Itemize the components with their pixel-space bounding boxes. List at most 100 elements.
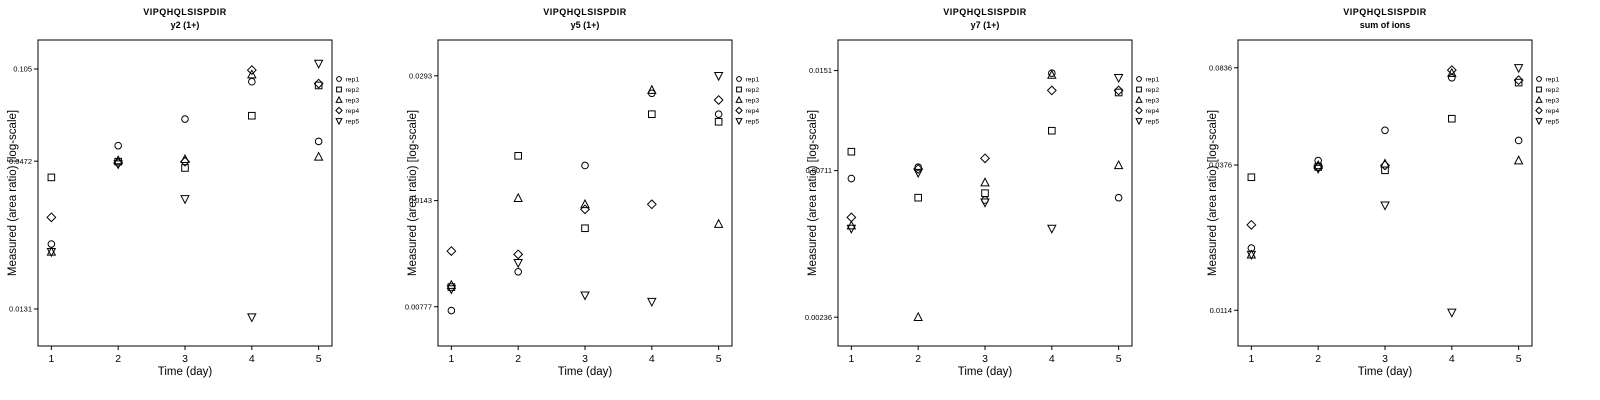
data-point-rep5 xyxy=(1380,201,1390,211)
data-point-rep3 xyxy=(313,151,324,161)
x-tick-label: 2 xyxy=(1315,353,1321,365)
y-tick-label: 0.0114 xyxy=(1210,306,1232,315)
data-point-rep4 xyxy=(46,212,57,223)
x-tick-label: 5 xyxy=(1516,353,1522,365)
data-point-rep3 xyxy=(446,279,457,289)
legend-label: rep4 xyxy=(1546,108,1560,115)
y-tick-label: 0.0293 xyxy=(409,71,432,80)
legend-marker-rep4 xyxy=(335,106,343,115)
legend-marker-rep2 xyxy=(336,86,342,93)
data-point-rep5 xyxy=(446,285,457,295)
data-point-rep4 xyxy=(1513,75,1524,86)
legend-label: rep3 xyxy=(346,97,360,104)
data-point-rep2 xyxy=(981,189,989,197)
data-point-rep1 xyxy=(114,141,122,150)
legend-marker-rep3 xyxy=(735,95,743,103)
data-point-rep4 xyxy=(1046,85,1057,96)
data-point-rep5 xyxy=(1113,73,1124,84)
legend-marker-rep3 xyxy=(1535,95,1543,103)
data-point-rep4 xyxy=(1246,219,1257,230)
data-point-rep5 xyxy=(513,259,523,269)
chart-subtitle: y5 (1+) xyxy=(570,20,600,30)
legend-marker-rep5 xyxy=(335,118,343,126)
data-point-rep5 xyxy=(180,195,190,205)
chart-title: VIPQHQLSISPDIR xyxy=(543,7,627,17)
data-point-rep2 xyxy=(581,224,589,233)
y-tick-label: 0.00236 xyxy=(805,313,832,322)
data-point-rep3 xyxy=(180,153,190,164)
y-tick-label: 0.00711 xyxy=(805,166,832,175)
data-point-rep1 xyxy=(447,306,456,315)
data-point-rep1 xyxy=(181,115,189,123)
data-point-rep5 xyxy=(1047,224,1057,234)
legend-marker-rep2 xyxy=(736,86,742,93)
data-point-rep1 xyxy=(1381,126,1389,135)
plot-box xyxy=(837,39,1133,347)
data-point-rep1 xyxy=(847,174,856,183)
data-point-rep1 xyxy=(248,77,256,86)
legend-marker-rep4 xyxy=(735,106,743,115)
data-point-rep5 xyxy=(980,198,990,208)
legend-marker-rep1 xyxy=(736,76,742,82)
x-tick-label: 4 xyxy=(249,353,255,365)
legend-label: rep3 xyxy=(1146,97,1160,104)
data-point-rep5 xyxy=(713,72,724,82)
data-point-rep5 xyxy=(1313,164,1323,174)
x-tick-label: 5 xyxy=(716,353,722,365)
data-point-rep4 xyxy=(646,199,657,210)
data-point-rep5 xyxy=(1447,308,1457,318)
chart-subtitle: y7 (1+) xyxy=(970,20,1000,30)
legend-label: rep4 xyxy=(746,108,760,115)
x-axis-label: Time (day) xyxy=(557,366,613,378)
x-tick-label: 3 xyxy=(1382,353,1388,365)
x-tick-label: 5 xyxy=(316,353,322,365)
data-point-rep4 xyxy=(913,163,924,174)
data-point-rep3 xyxy=(580,198,590,209)
legend-marker-rep1 xyxy=(1136,76,1142,82)
chart-subtitle: sum of ions xyxy=(1359,20,1411,30)
plot-box xyxy=(37,39,333,347)
legend-label: rep3 xyxy=(1546,97,1560,104)
data-point-rep4 xyxy=(846,212,857,223)
legend-marker-rep4 xyxy=(1135,106,1143,115)
data-point-rep1 xyxy=(914,163,922,171)
y-tick-label: 0.105 xyxy=(13,65,32,74)
legend-label: rep4 xyxy=(346,108,360,115)
data-point-rep5 xyxy=(1513,64,1524,74)
data-point-rep1 xyxy=(1514,136,1523,145)
data-point-rep5 xyxy=(647,297,657,308)
data-point-rep2 xyxy=(914,193,922,202)
data-point-rep3 xyxy=(647,84,657,94)
x-tick-label: 1 xyxy=(848,353,854,365)
legend-label: rep2 xyxy=(1146,87,1160,94)
data-point-rep4 xyxy=(513,249,524,260)
data-point-rep2 xyxy=(314,81,323,90)
data-point-rep5 xyxy=(247,313,257,323)
x-tick-label: 1 xyxy=(448,353,454,365)
data-point-rep3 xyxy=(980,177,990,187)
legend-label: rep5 xyxy=(1146,118,1160,125)
legend-marker-rep2 xyxy=(1136,86,1142,93)
y-tick-label: 0.0143 xyxy=(409,196,432,205)
legend-label: rep4 xyxy=(1146,108,1160,115)
x-tick-label: 1 xyxy=(48,353,54,365)
data-point-rep4 xyxy=(580,204,590,215)
x-tick-label: 3 xyxy=(182,353,188,365)
x-tick-label: 2 xyxy=(115,353,121,365)
legend-marker-rep1 xyxy=(336,76,342,82)
x-tick-label: 5 xyxy=(1116,353,1122,365)
data-point-rep4 xyxy=(713,94,724,105)
data-point-rep1 xyxy=(47,240,56,248)
legend-label: rep1 xyxy=(1146,76,1160,83)
data-point-rep2 xyxy=(514,152,522,160)
plot-area: 0.00777 0.0143 0.0293 1 2 3 4 5 rep1 rep2 rep3 rep4… xyxy=(405,39,760,365)
legend-marker-rep3 xyxy=(335,95,343,103)
x-axis-label: Time (day) xyxy=(1357,366,1413,378)
data-point-rep2 xyxy=(714,117,723,126)
data-point-rep2 xyxy=(47,173,56,182)
legend-marker-rep5 xyxy=(1135,118,1143,126)
data-point-rep5 xyxy=(913,168,923,179)
legend-marker-rep5 xyxy=(735,118,743,126)
data-point-rep3 xyxy=(1047,69,1057,79)
